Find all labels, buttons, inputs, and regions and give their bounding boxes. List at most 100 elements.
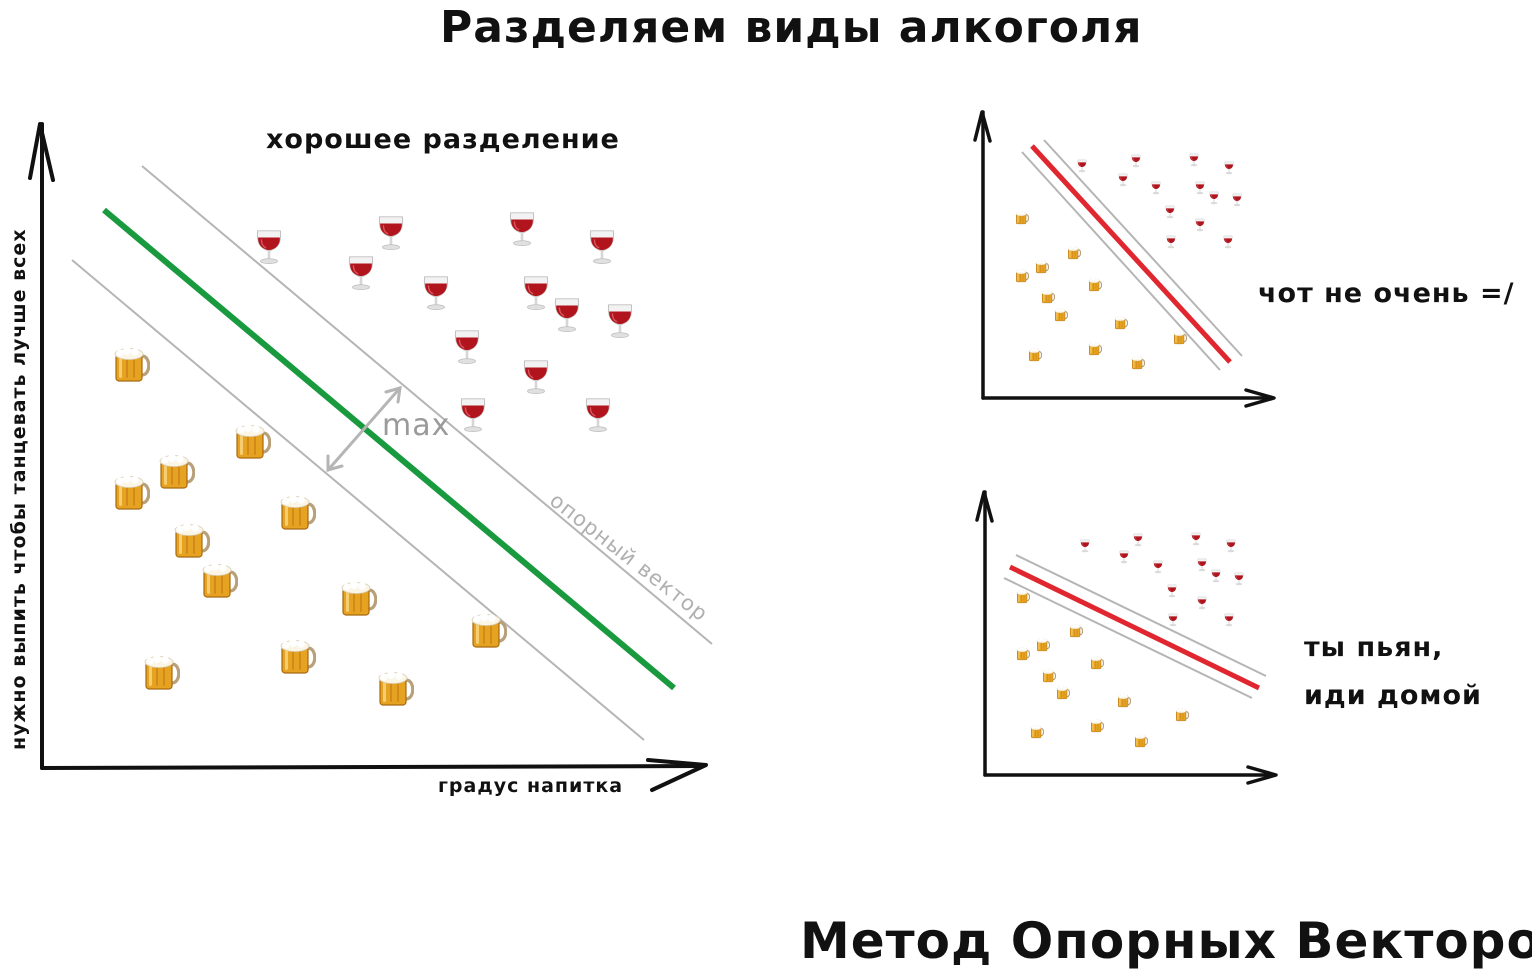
- wine-point: [1209, 191, 1219, 205]
- beer-point: [1088, 341, 1102, 356]
- wine-point: [1118, 173, 1128, 187]
- wine-point: [1167, 584, 1177, 598]
- beer-point: [279, 637, 316, 675]
- separator-line-bad2: [1008, 564, 1261, 691]
- wine-point: [423, 276, 449, 311]
- beer-point: [1042, 668, 1056, 683]
- beer-point: [201, 561, 238, 599]
- bad2-axes: [975, 490, 1278, 785]
- beer-point: [1035, 259, 1049, 274]
- beer-point: [340, 579, 377, 617]
- beer-point: [1030, 724, 1044, 739]
- beer-point: [279, 493, 316, 531]
- beer-point: [470, 611, 507, 649]
- margin-label: max: [382, 408, 451, 443]
- separator-line-good: [102, 207, 676, 691]
- bad1-support-upper: [1043, 139, 1243, 357]
- wine-point: [378, 216, 404, 251]
- wine-point: [1197, 596, 1207, 610]
- wine-point: [454, 330, 480, 365]
- bad1-axes: [973, 110, 1276, 408]
- beer-point: [158, 452, 195, 490]
- wine-point: [1151, 181, 1161, 195]
- support-vector-lower: [71, 259, 645, 741]
- separator-line-bad1: [1030, 144, 1232, 364]
- page-title: Разделяем виды алкоголя: [440, 2, 1143, 53]
- wine-point: [1224, 161, 1234, 175]
- bad-separation-2-line1: ты пьян,: [1304, 632, 1444, 663]
- beer-point: [1036, 637, 1050, 652]
- wine-point: [1077, 159, 1087, 173]
- wine-point: [1195, 181, 1205, 195]
- beer-point: [1173, 330, 1187, 345]
- bad1-wine-points: [1077, 153, 1242, 249]
- bad-separation-1-label: чот не очень =/: [1258, 278, 1515, 309]
- beer-point: [1015, 268, 1029, 283]
- wine-point: [1119, 550, 1129, 564]
- beer-point: [1088, 277, 1102, 292]
- wine-point: [1232, 193, 1242, 207]
- bad-separation-2-label: ты пьян, иди домой: [1304, 624, 1482, 720]
- beer-point: [113, 473, 150, 511]
- beer-point: [1016, 646, 1030, 661]
- wine-point: [1191, 532, 1201, 546]
- beer-point: [1069, 623, 1083, 638]
- beer-point: [1028, 347, 1042, 362]
- main-wine-points: [256, 212, 633, 433]
- wine-point: [1080, 539, 1090, 553]
- bad2-support-upper: [1015, 554, 1267, 677]
- beer-point: [1041, 289, 1055, 304]
- good-separation-label: хорошее разделение: [266, 124, 620, 155]
- beer-point: [173, 521, 210, 559]
- wine-point: [1133, 533, 1143, 547]
- wine-point: [607, 304, 633, 339]
- wine-point: [523, 276, 549, 311]
- bad1-support-lower: [1021, 151, 1221, 371]
- wine-point: [1223, 235, 1233, 249]
- beer-point: [1175, 707, 1189, 722]
- wine-point: [585, 398, 611, 433]
- beer-point: [1114, 315, 1128, 330]
- wine-point: [1226, 539, 1236, 553]
- beer-point: [143, 653, 180, 691]
- wine-point: [554, 298, 580, 333]
- wine-point: [1131, 154, 1141, 168]
- wine-point: [1165, 205, 1175, 219]
- beer-point: [1054, 307, 1068, 322]
- wine-point: [1166, 235, 1176, 249]
- wine-point: [509, 212, 535, 247]
- main-y-arrowhead: [28, 122, 55, 182]
- bad2-support-lower: [1003, 577, 1253, 699]
- wine-point: [348, 256, 374, 291]
- bad-separation-2-line2: иди домой: [1304, 680, 1482, 711]
- wine-point: [1168, 613, 1178, 627]
- wine-point: [1153, 560, 1163, 574]
- wine-point: [1211, 569, 1221, 583]
- beer-point: [1090, 718, 1104, 733]
- main-beer-points: [113, 345, 507, 707]
- wine-point: [1224, 613, 1234, 627]
- main-axes: [28, 122, 708, 792]
- footer-title: Метод Опорных Векторов: [800, 912, 1532, 970]
- y-axis-label: нужно выпить чтобы танцевать лучше всех: [8, 228, 30, 750]
- beer-point: [1056, 685, 1070, 700]
- main-x-arrowhead: [646, 758, 708, 792]
- wine-point: [1195, 218, 1205, 232]
- support-vector-upper: [141, 165, 713, 645]
- wine-point: [523, 360, 549, 395]
- beer-point: [1015, 210, 1029, 225]
- beer-point: [1131, 355, 1145, 370]
- beer-point: [234, 422, 271, 460]
- wine-point: [1189, 153, 1199, 167]
- main-x-axis: [40, 764, 704, 770]
- wine-point: [460, 398, 486, 433]
- wine-point: [1234, 572, 1244, 586]
- beer-point: [1016, 589, 1030, 604]
- margin-arrow: [326, 385, 402, 472]
- beer-point: [113, 345, 150, 383]
- beer-point: [1067, 245, 1081, 260]
- wine-point: [589, 230, 615, 265]
- wine-point: [256, 230, 282, 265]
- beer-point: [1090, 655, 1104, 670]
